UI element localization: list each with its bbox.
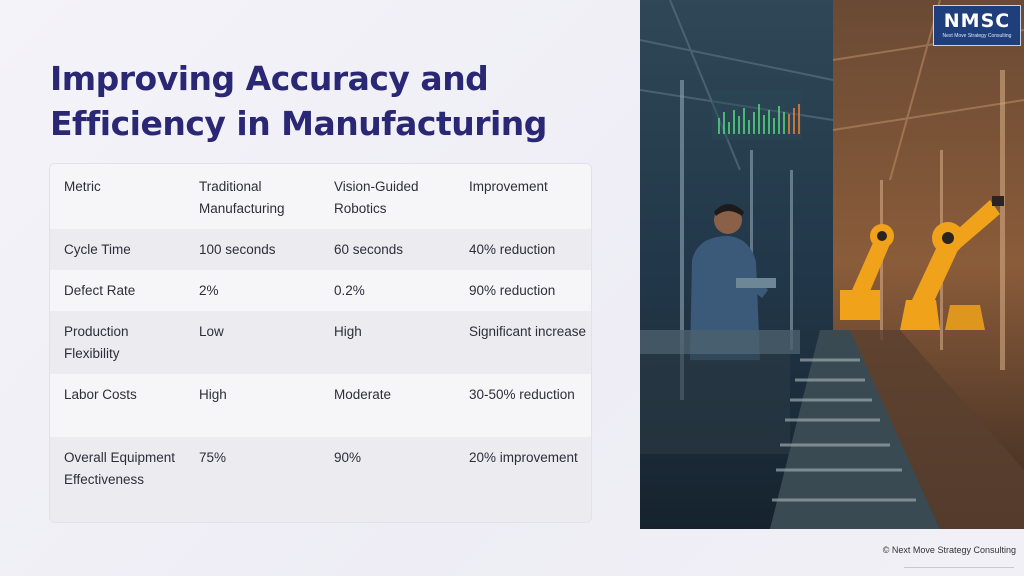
table-cell: Cycle Time bbox=[64, 242, 131, 257]
slide-title: Improving Accuracy and Efficiency in Man… bbox=[50, 59, 547, 143]
footer-divider bbox=[904, 567, 1014, 568]
table-cell: 30-50% reduction bbox=[469, 387, 575, 402]
table-cell: High bbox=[334, 324, 362, 339]
copyright-footer: © Next Move Strategy Consulting bbox=[882, 545, 1016, 555]
table-row: Production Flexibility Low High Signific… bbox=[50, 311, 591, 374]
table-cell: 90% reduction bbox=[469, 283, 556, 298]
factory-photo bbox=[640, 0, 1024, 529]
table-cell: 20% improvement bbox=[469, 450, 578, 465]
table-row: Cycle Time 100 seconds 60 seconds 40% re… bbox=[50, 229, 591, 270]
table-cell: 40% reduction bbox=[469, 242, 556, 257]
table-cell: Significant increase bbox=[469, 324, 587, 339]
table-cell: 90% bbox=[334, 450, 362, 465]
table-header-row: Metric Traditional Manufacturing Vision-… bbox=[50, 164, 591, 229]
table-cell: 2% bbox=[199, 283, 219, 298]
table-row: Overall Equipment Effectiveness 75% 90% … bbox=[50, 437, 591, 522]
logo-text: NMSC bbox=[943, 10, 1011, 32]
logo-tagline: Next Move Strategy Consulting bbox=[942, 33, 1012, 39]
header-vision-guided: Vision-Guided Robotics bbox=[334, 179, 419, 216]
table-cell: 75% bbox=[199, 450, 227, 465]
table-cell: Overall Equipment Effectiveness bbox=[64, 450, 176, 487]
table-cell: 60 seconds bbox=[334, 242, 404, 257]
table-cell: Moderate bbox=[334, 387, 392, 402]
table-cell: Production Flexibility bbox=[64, 324, 129, 361]
header-improvement: Improvement bbox=[469, 179, 548, 194]
table-cell: Defect Rate bbox=[64, 283, 136, 298]
header-metric: Metric bbox=[64, 179, 101, 194]
header-traditional: Traditional Manufacturing bbox=[199, 179, 285, 216]
table-cell: High bbox=[199, 387, 227, 402]
nmsc-logo: NMSC Next Move Strategy Consulting bbox=[933, 5, 1021, 46]
table-cell: 0.2% bbox=[334, 283, 365, 298]
comparison-table: Metric Traditional Manufacturing Vision-… bbox=[49, 163, 592, 523]
table-cell: 100 seconds bbox=[199, 242, 276, 257]
table-cell: Low bbox=[199, 324, 224, 339]
table-cell: Labor Costs bbox=[64, 387, 137, 402]
table-row: Labor Costs High Moderate 30-50% reducti… bbox=[50, 374, 591, 437]
table-row: Defect Rate 2% 0.2% 90% reduction bbox=[50, 270, 591, 311]
